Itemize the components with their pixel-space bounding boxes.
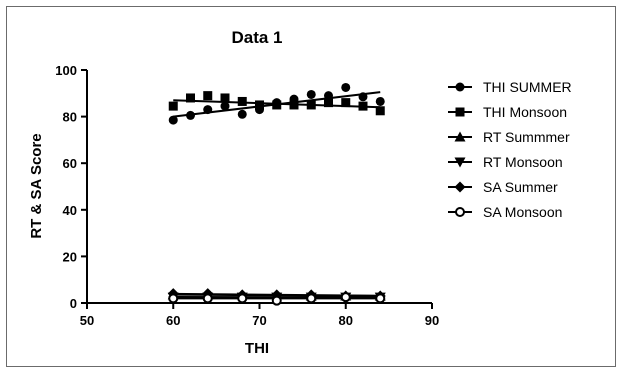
data-point xyxy=(306,293,317,304)
data-point xyxy=(203,105,213,115)
data-point xyxy=(375,106,385,116)
x-axis-label: THI xyxy=(245,340,269,357)
y-axis-label: RT & SA Score xyxy=(28,133,45,238)
legend-marker xyxy=(454,131,466,142)
data-point xyxy=(306,100,316,110)
data-point xyxy=(324,91,333,101)
y-tick-label: 100 xyxy=(55,63,77,78)
legend-marker xyxy=(455,207,465,217)
legend-marker xyxy=(455,82,465,92)
data-point xyxy=(237,96,247,106)
legend: THI SUMMER THI Monsoon RT Summmer RT Monsoo… xyxy=(448,79,572,220)
legend-item: THI Monsoon xyxy=(448,104,567,120)
y-tick-label: 0 xyxy=(70,296,77,311)
x-tick-label: 90 xyxy=(425,313,439,328)
legend-marker xyxy=(455,107,465,117)
y-tick-label: 40 xyxy=(63,203,77,218)
data-point xyxy=(306,89,316,99)
data-point xyxy=(237,109,247,119)
legend-label: THI SUMMER xyxy=(483,79,572,95)
data-point xyxy=(168,293,179,304)
data-point xyxy=(203,91,213,101)
data-point xyxy=(340,292,351,303)
legend-label: RT Summmer xyxy=(483,129,570,145)
legend-item: THI SUMMER xyxy=(448,79,572,95)
data-point xyxy=(289,100,299,110)
legend-item: SA Monsoon xyxy=(448,204,562,220)
legend-marker xyxy=(454,181,466,193)
data-point xyxy=(255,100,264,110)
data-point xyxy=(220,101,230,111)
data-point xyxy=(272,100,282,110)
x-tick-label: 70 xyxy=(252,313,266,328)
data-point xyxy=(168,115,178,125)
legend-label: THI Monsoon xyxy=(483,104,567,120)
data-point xyxy=(358,101,368,111)
data-point xyxy=(341,82,351,92)
data-point xyxy=(375,293,386,304)
data-point xyxy=(375,96,385,106)
data-point xyxy=(358,92,368,102)
y-tick-label: 80 xyxy=(63,110,77,125)
y-tick-label: 20 xyxy=(63,249,77,264)
legend-label: RT Monsoon xyxy=(483,154,563,170)
x-tick-label: 80 xyxy=(339,313,353,328)
legend-item: SA Summer xyxy=(448,179,558,195)
chart-title: Data 1 xyxy=(231,28,282,47)
data-point xyxy=(168,101,178,111)
chart-frame xyxy=(6,6,616,367)
x-tick-label: 60 xyxy=(166,313,180,328)
data-point xyxy=(220,93,230,103)
legend-label: SA Monsoon xyxy=(483,204,562,220)
data-point xyxy=(186,110,195,120)
y-tick-label: 60 xyxy=(63,156,77,171)
plot-marks xyxy=(167,82,386,306)
data-point xyxy=(341,98,351,108)
legend-item: RT Monsoon xyxy=(448,154,563,170)
legend-label: SA Summer xyxy=(483,179,558,195)
axes: 0 20 40 60 80 100 50 60 70 80 90 xyxy=(55,63,439,328)
legend-item: RT Summmer xyxy=(448,129,570,145)
data-point xyxy=(202,293,213,304)
series-5 xyxy=(168,292,386,306)
x-tick-label: 50 xyxy=(80,313,94,328)
data-point xyxy=(324,98,333,108)
data-point xyxy=(186,93,195,103)
legend-marker xyxy=(454,157,466,168)
series-1 xyxy=(168,91,385,116)
data-point xyxy=(237,293,248,304)
data-point xyxy=(271,295,282,306)
